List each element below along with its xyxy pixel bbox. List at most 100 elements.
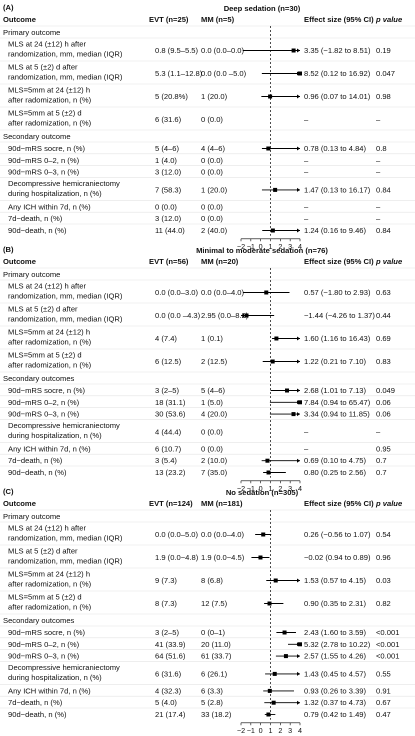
column-header-outcome: Outcome xyxy=(3,499,36,508)
mm-value: 0 (0.0) xyxy=(201,427,223,436)
effect-size-value: 1.53 (0.57 to 4.15) xyxy=(304,576,367,585)
evt-value: 5 (4.0) xyxy=(155,698,177,707)
effect-size-value: 0.57 (−1.80 to 2.93) xyxy=(304,288,371,297)
point-estimate-marker xyxy=(272,671,277,676)
outcome-label: 90d−mRS socre, n (%) xyxy=(8,628,85,637)
point-estimate-marker xyxy=(266,712,271,717)
point-estimate-marker xyxy=(267,601,272,606)
evt-value: 8 (7.3) xyxy=(155,599,177,608)
effect-size-value: −0.02 (0.94 to 0.89) xyxy=(304,553,371,562)
evt-value: 0.0 (0.0 –4.3) xyxy=(155,311,201,320)
evt-value: 3 (2–5) xyxy=(155,628,180,637)
evt-value: 0 (0.0) xyxy=(155,202,177,211)
outcome-label: 7d−death, n (%) xyxy=(8,214,63,223)
outcome-label: 90d−mRS 0–2, n (%) xyxy=(8,640,80,649)
mm-value: 0.0 (0.0–0.0) xyxy=(201,46,245,55)
effect-size-value: 0.96 (0.07 to 14.01) xyxy=(304,92,371,101)
p-value: 0.19 xyxy=(376,46,391,55)
point-estimate-marker xyxy=(298,642,302,647)
evt-value: 3 (12.0) xyxy=(155,214,182,223)
evt-value: 18 (31.1) xyxy=(155,398,186,407)
evt-value: 4 (32.3) xyxy=(155,686,182,695)
evt-value: 6 (12.5) xyxy=(155,357,182,366)
evt-value: 5.3 (1.1–12.8) xyxy=(155,69,203,78)
p-value: 0.06 xyxy=(376,398,391,407)
mm-value: 4 (20.0) xyxy=(201,410,228,419)
p-value: 0.98 xyxy=(376,92,391,101)
effect-size-value: – xyxy=(304,168,309,177)
x-tick-label: 2 xyxy=(278,726,282,735)
mm-value: 2 (12.5) xyxy=(201,357,228,366)
evt-value: 5 (4–6) xyxy=(155,144,180,153)
evt-value: 1 (4.0) xyxy=(155,156,177,165)
effect-size-value: 0.78 (0.13 to 4.84) xyxy=(304,144,367,153)
outcome-label: after radomization, n (%) xyxy=(8,603,92,612)
section-header: Primary outcome xyxy=(3,28,60,37)
x-tick-label: −2 xyxy=(237,242,245,251)
effect-size-value: – xyxy=(304,115,309,124)
effect-size-value: 1.32 (0.37 to 4.73) xyxy=(304,698,367,707)
effect-size-value: 0.80 (0.25 to 2.56) xyxy=(304,468,367,477)
column-header-mm: MM (n=5) xyxy=(201,15,235,24)
outcome-label: Decompressive hemicraniectomy xyxy=(8,663,120,672)
x-tick-label: 0 xyxy=(259,242,263,251)
effect-size-value: 1.24 (0.16 to 9.46) xyxy=(304,226,367,235)
mm-value: 1 (20.0) xyxy=(201,92,228,101)
effect-size-value: 5.32 (2.78 to 10.22) xyxy=(304,640,371,649)
evt-value: 6 (10.7) xyxy=(155,444,182,453)
effect-size-value: 3.34 (0.94 to 11.85) xyxy=(304,410,370,419)
point-estimate-marker xyxy=(298,400,302,405)
panel-label: (A) xyxy=(3,3,14,12)
mm-value: 2 (10.0) xyxy=(201,456,228,465)
panel-title: No sedation (n=305) xyxy=(226,488,299,497)
ci-arrow xyxy=(297,388,300,393)
x-tick-label: 4 xyxy=(298,726,302,735)
evt-value: 7 (58.3) xyxy=(155,185,182,194)
outcome-label: MLS at 24 (±12) h after xyxy=(8,524,87,533)
outcome-label: randomization, mm, median (IQR) xyxy=(8,73,123,82)
evt-value: 1.9 (0.0−4.8) xyxy=(155,553,199,562)
outcome-label: 90d−mRS 0–3, n (%) xyxy=(8,168,80,177)
column-header-outcome: Outcome xyxy=(3,15,36,24)
effect-size-value: 1.47 (0.13 to 16.17) xyxy=(304,185,371,194)
ci-arrow xyxy=(297,458,300,463)
evt-value: 6 (31.6) xyxy=(155,669,182,678)
ci-arrow xyxy=(297,654,300,659)
outcome-label: MLS at 24 (±12) h after xyxy=(8,282,87,291)
effect-size-value: 2.68 (1.01 to 7.13) xyxy=(304,386,367,395)
point-estimate-marker xyxy=(266,146,271,151)
outcome-label: 7d−death, n (%) xyxy=(8,456,63,465)
mm-value: 1.9 (0.0−4.5) xyxy=(201,553,245,562)
p-value: 0.06 xyxy=(376,410,391,419)
effect-size-value: 1.22 (0.21 to 7.10) xyxy=(304,357,367,366)
p-value: 0.8 xyxy=(376,144,387,153)
p-value: 0.84 xyxy=(376,185,391,194)
outcome-label: during hospitalization, n (%) xyxy=(8,189,102,198)
evt-value: 3 (5.4) xyxy=(155,456,177,465)
ci-arrow xyxy=(297,228,300,233)
outcome-label: MLS at 5 (±2) d after xyxy=(8,547,78,556)
section-header: Secondary outcomes xyxy=(3,616,75,625)
effect-size-value: – xyxy=(304,444,309,453)
mm-value: 6 (26.1) xyxy=(201,669,228,678)
mm-value: 7 (35.0) xyxy=(201,468,228,477)
evt-value: 0.0 (0.0–3.0) xyxy=(155,288,199,297)
outcome-label: 90d−mRS socre, n (%) xyxy=(8,386,85,395)
outcome-label: randomization, mm, median (IQR) xyxy=(8,557,123,566)
evt-value: 6 (31.6) xyxy=(155,115,182,124)
outcome-label: 7d−death, n (%) xyxy=(8,698,63,707)
mm-value: 8 (6.8) xyxy=(201,576,223,585)
mm-value: 1 (0.1) xyxy=(201,334,223,343)
outcome-label: Any ICH within 7d, n (%) xyxy=(8,686,91,695)
evt-value: 0.0 (0.0–5.0) xyxy=(155,530,199,539)
mm-value: 1 (5.0) xyxy=(201,398,223,407)
effect-size-value: – xyxy=(304,202,309,211)
ci-arrow xyxy=(297,94,300,99)
point-estimate-marker xyxy=(266,470,271,475)
p-value: – xyxy=(376,156,381,165)
section-header: Primary outcome xyxy=(3,512,60,521)
section-header: Primary outcome xyxy=(3,270,60,279)
ci-arrow xyxy=(297,578,300,583)
column-header-evt: EVT (n=25) xyxy=(149,15,189,24)
p-value: 0.47 xyxy=(376,710,391,719)
